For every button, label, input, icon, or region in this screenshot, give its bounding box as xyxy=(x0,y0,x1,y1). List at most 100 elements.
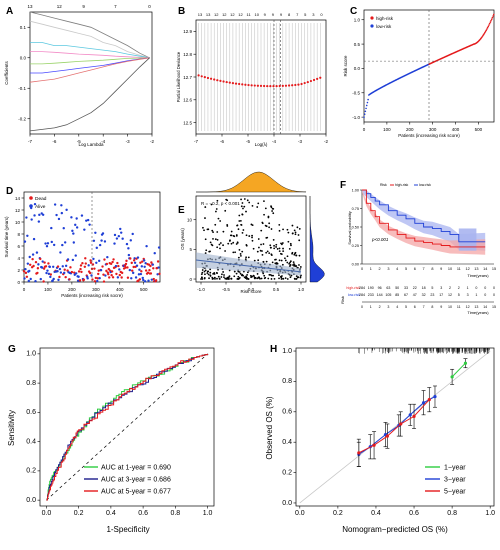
y-tick-label: 0.8 xyxy=(26,380,36,387)
dead-point xyxy=(124,262,128,266)
alive-point xyxy=(57,278,60,282)
x-tick-label: -4 xyxy=(101,139,105,144)
x-tick-label: -4 xyxy=(272,139,276,144)
sample-point xyxy=(202,226,204,229)
alive-point xyxy=(46,242,50,245)
dead-point xyxy=(91,278,94,281)
sample-point xyxy=(261,250,263,252)
calibration-point xyxy=(463,361,468,365)
sample-point xyxy=(220,276,223,278)
alive-point xyxy=(135,264,139,267)
legend-label: AUC at 3-year = 0.686 xyxy=(101,477,171,484)
dead-point xyxy=(63,268,66,271)
alive-point xyxy=(48,265,52,269)
alive-point xyxy=(24,267,27,271)
sample-point xyxy=(280,259,283,262)
alive-point xyxy=(72,232,75,235)
legend-label: 5−year xyxy=(444,489,466,496)
dead-point xyxy=(129,257,132,260)
sample-point xyxy=(212,231,214,234)
alive-point xyxy=(95,261,98,265)
risk-x-tick-label: 3 xyxy=(387,305,389,309)
sample-point xyxy=(216,277,218,280)
top-tick-label: 3 xyxy=(312,12,315,17)
alive-point xyxy=(127,247,130,250)
sample-point xyxy=(230,277,232,280)
alive-point xyxy=(62,227,65,230)
panel-h: H 0.0 0.2 0.4 0.6 0.8 1.0 0.0 0.2 0.4 0.6 0.8 1.0 1−y… xyxy=(265,344,495,534)
sample-point xyxy=(252,274,255,277)
dead-point xyxy=(25,275,29,278)
sample-point xyxy=(209,274,212,277)
dead-point xyxy=(97,272,100,276)
sample-point xyxy=(222,230,225,233)
sample-point xyxy=(208,277,210,280)
alive-point xyxy=(41,260,44,263)
panel-letter: D xyxy=(6,186,13,197)
top-tick-label: 9 xyxy=(82,4,85,9)
alive-point xyxy=(137,273,141,276)
calibration-point xyxy=(357,451,361,455)
risk-count: 32 xyxy=(422,293,426,297)
alive-point xyxy=(61,265,64,268)
sample-point xyxy=(278,223,281,226)
sample-point xyxy=(227,276,230,279)
sample-point xyxy=(206,270,209,273)
x-tick-label: 11 xyxy=(457,267,461,271)
deviance-point xyxy=(200,75,203,78)
dead-point xyxy=(130,261,133,265)
sample-point xyxy=(263,213,265,216)
sample-point xyxy=(215,210,217,213)
y-tick-label: 2 xyxy=(17,268,20,273)
dead-point xyxy=(64,275,67,279)
dead-point xyxy=(110,270,114,273)
deviance-point xyxy=(291,84,294,87)
top-tick-label: 5 xyxy=(304,12,307,17)
risk-table-title: Risk xyxy=(340,296,345,304)
dead-point xyxy=(152,267,155,270)
sample-point xyxy=(225,198,228,201)
y-axis-label: Survival probability xyxy=(347,211,352,245)
alive-point xyxy=(101,232,105,235)
dead-point xyxy=(39,257,42,261)
sample-point xyxy=(239,272,242,275)
risk-row-label: high-risk xyxy=(346,286,360,290)
x-tick-label: 300 xyxy=(429,127,437,132)
dead-point xyxy=(120,271,124,275)
sample-point xyxy=(299,276,302,279)
y-tick-label: 10 xyxy=(15,220,21,225)
alive-point xyxy=(100,239,103,242)
alive-point xyxy=(139,272,143,276)
x-axis-label: Patients (increasing risk score) xyxy=(398,133,460,138)
y-tick-label: 0.2 xyxy=(282,469,292,476)
coef-line xyxy=(29,57,150,83)
y-tick-label: 12 xyxy=(15,208,21,213)
risk-x-tick-label: 5 xyxy=(405,305,407,309)
alive-point xyxy=(72,241,76,244)
sample-point xyxy=(245,234,248,237)
alive-point xyxy=(53,203,57,206)
risk-density xyxy=(196,171,307,193)
sample-point xyxy=(263,277,266,280)
alive-point xyxy=(143,265,146,268)
alive-point xyxy=(127,253,131,257)
alive-point xyxy=(46,269,49,272)
sample-point xyxy=(298,239,301,242)
sample-point xyxy=(289,264,292,266)
sample-point xyxy=(210,203,213,206)
sample-point xyxy=(234,251,237,254)
y-tick-label: 0 xyxy=(17,280,20,285)
x-tick-label: 8 xyxy=(431,267,433,271)
panel-letter: H xyxy=(270,344,277,355)
dead-point xyxy=(120,276,123,279)
sample-point xyxy=(248,201,251,204)
y-tick-label: 0.6 xyxy=(26,409,36,416)
sample-point xyxy=(275,261,278,264)
x-tick-label: -1.0 xyxy=(197,287,205,292)
alive-point xyxy=(34,279,37,283)
top-tick-label: 12 xyxy=(214,12,219,17)
sample-point xyxy=(251,234,253,237)
sample-point xyxy=(295,278,298,280)
dead-point xyxy=(148,268,151,272)
sample-point xyxy=(273,244,275,247)
